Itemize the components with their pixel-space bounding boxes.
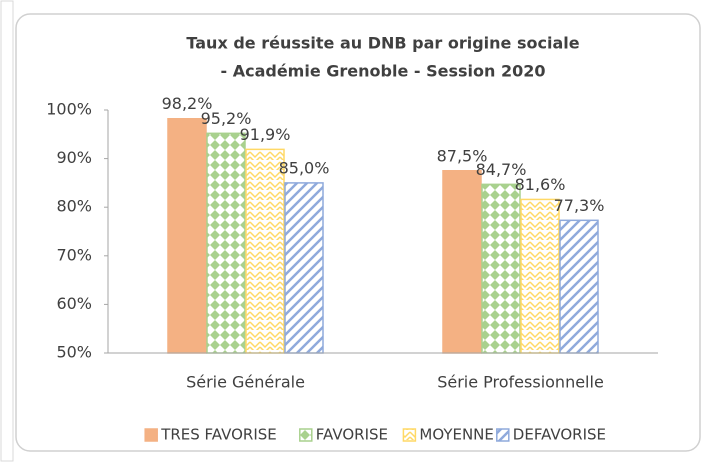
- value-label: 98,2%: [162, 94, 213, 113]
- y-tick-label: 50%: [56, 343, 92, 362]
- bar: [559, 219, 599, 354]
- y-tick-label: 60%: [56, 294, 92, 313]
- y-tick-label: 100%: [46, 100, 92, 119]
- value-label: 85,0%: [279, 158, 330, 177]
- x-tick-label: Série Générale: [186, 373, 305, 392]
- left-edge: [0, 0, 14, 462]
- bar: [284, 182, 324, 354]
- value-label: 81,6%: [515, 175, 566, 194]
- bar: [481, 183, 521, 354]
- x-tick-label: Série Professionnelle: [437, 373, 604, 392]
- legend-label: DEFAVORISE: [513, 426, 606, 444]
- y-tick-label: 90%: [56, 148, 92, 167]
- value-label: 77,3%: [554, 196, 605, 215]
- legend-swatch: [144, 428, 158, 442]
- value-label: 84,7%: [476, 160, 527, 179]
- value-label: 95,2%: [201, 109, 252, 128]
- y-tick-label: 70%: [56, 245, 92, 264]
- legend-label: MOYENNE: [419, 426, 494, 444]
- bar: [442, 170, 482, 354]
- y-tick-label: 80%: [56, 197, 92, 216]
- legend-label: TRES FAVORISE: [160, 426, 277, 444]
- bar: [245, 148, 285, 354]
- legend-label: FAVORISE: [316, 426, 388, 444]
- legend-swatch: [402, 428, 417, 442]
- bar: [167, 117, 207, 354]
- chart-subtitle: - Académie Grenoble - Session 2020: [221, 62, 546, 81]
- legend-swatch: [299, 428, 313, 442]
- bar: [520, 198, 560, 354]
- bar: [206, 132, 246, 354]
- value-label: 87,5%: [437, 146, 488, 165]
- chart-title: Taux de réussite au DNB par origine soci…: [186, 34, 579, 53]
- legend-swatch: [496, 428, 510, 442]
- value-label: 91,9%: [240, 125, 291, 144]
